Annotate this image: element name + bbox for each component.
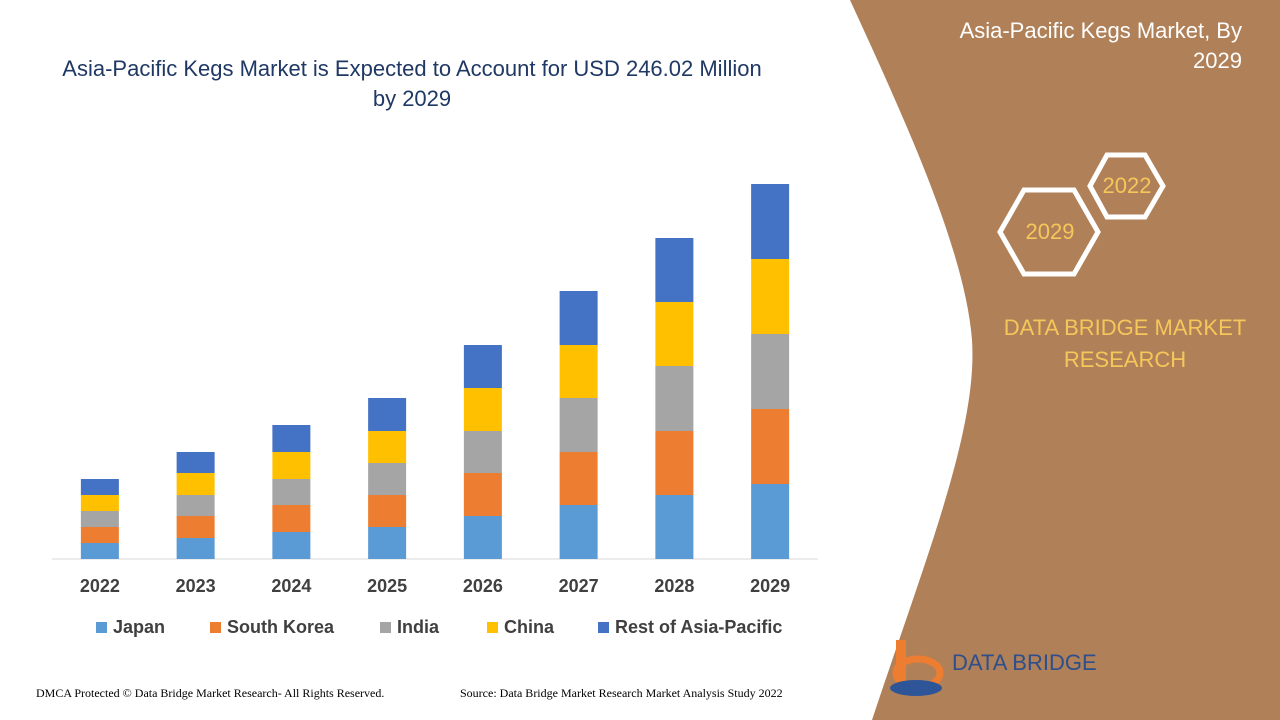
legend-swatch [598, 622, 609, 633]
legend-label: Japan [113, 617, 165, 637]
bar-segment [751, 184, 790, 259]
bar-segment [463, 516, 502, 559]
bar-segment [559, 452, 598, 505]
source: Source: Data Bridge Market Research Mark… [460, 686, 783, 700]
bar-segment [176, 452, 215, 473]
bar-segment [751, 259, 790, 334]
bar-segment [751, 409, 790, 484]
x-tick-label: 2023 [176, 576, 216, 596]
bar-segment [751, 484, 790, 559]
bar-segment [463, 388, 502, 431]
legend-swatch [487, 622, 498, 633]
year-label: 2022 [1103, 173, 1152, 198]
hexagon [1087, 152, 1166, 220]
x-tick-label: 2028 [654, 576, 694, 596]
x-tick-label: 2027 [559, 576, 599, 596]
bar-segment [655, 366, 694, 431]
panel-heading: Asia-Pacific Kegs Market, By 2029 [959, 18, 1242, 73]
bar-segment [463, 473, 502, 516]
bar-segment [655, 302, 694, 366]
bar-segment [272, 479, 311, 505]
x-tick-label: 2024 [271, 576, 311, 596]
bar-segment [463, 431, 502, 473]
bar-segment [559, 505, 598, 559]
hexagon [997, 187, 1101, 277]
legend-label: China [504, 617, 555, 637]
logo-icon [890, 640, 944, 696]
bar-segment [80, 495, 119, 511]
x-tick-label: 2025 [367, 576, 407, 596]
legend-swatch [380, 622, 391, 633]
bar-segment [368, 431, 407, 463]
bar-segment [368, 495, 407, 527]
bar-segment [80, 527, 119, 543]
copyright: DMCA Protected © Data Bridge Market Rese… [36, 686, 385, 700]
bar-segment [559, 291, 598, 345]
bar-segment [272, 425, 311, 452]
bar-segment [751, 334, 790, 409]
legend-swatch [96, 622, 107, 633]
bar-segment [368, 463, 407, 495]
bar-segment [368, 398, 407, 431]
bar-segment [176, 473, 215, 495]
bar-segment [80, 479, 119, 495]
year-label: 2029 [1026, 219, 1075, 244]
bar-segment [176, 516, 215, 538]
legend-label: South Korea [227, 617, 335, 637]
legend-label: India [397, 617, 440, 637]
bar-segment [80, 543, 119, 559]
bar-segment [655, 431, 694, 495]
bar-segment [80, 511, 119, 527]
x-tick-label: 2029 [750, 576, 790, 596]
bar-segment [272, 532, 311, 559]
bar-segment [272, 505, 311, 532]
legend-swatch [210, 622, 221, 633]
bar-segment [176, 538, 215, 559]
bar-segment [272, 452, 311, 479]
bar-segment [368, 527, 407, 559]
brand-text: DATA BRIDGE MARKET RESEARCH [1003, 315, 1247, 372]
logo-text: DATA BRIDGE [952, 650, 1097, 675]
legend-label: Rest of Asia-Pacific [615, 617, 782, 637]
bar-segment [176, 495, 215, 516]
x-tick-label: 2022 [80, 576, 120, 596]
chart-title: Asia-Pacific Kegs Market is Expected to … [62, 56, 762, 111]
bar-segment [463, 345, 502, 388]
side-panel [850, 0, 1280, 720]
bar-segment [655, 495, 694, 559]
bar-segment [655, 238, 694, 302]
x-tick-label: 2026 [463, 576, 503, 596]
bar-segment [559, 398, 598, 452]
bar-segment [559, 345, 598, 398]
